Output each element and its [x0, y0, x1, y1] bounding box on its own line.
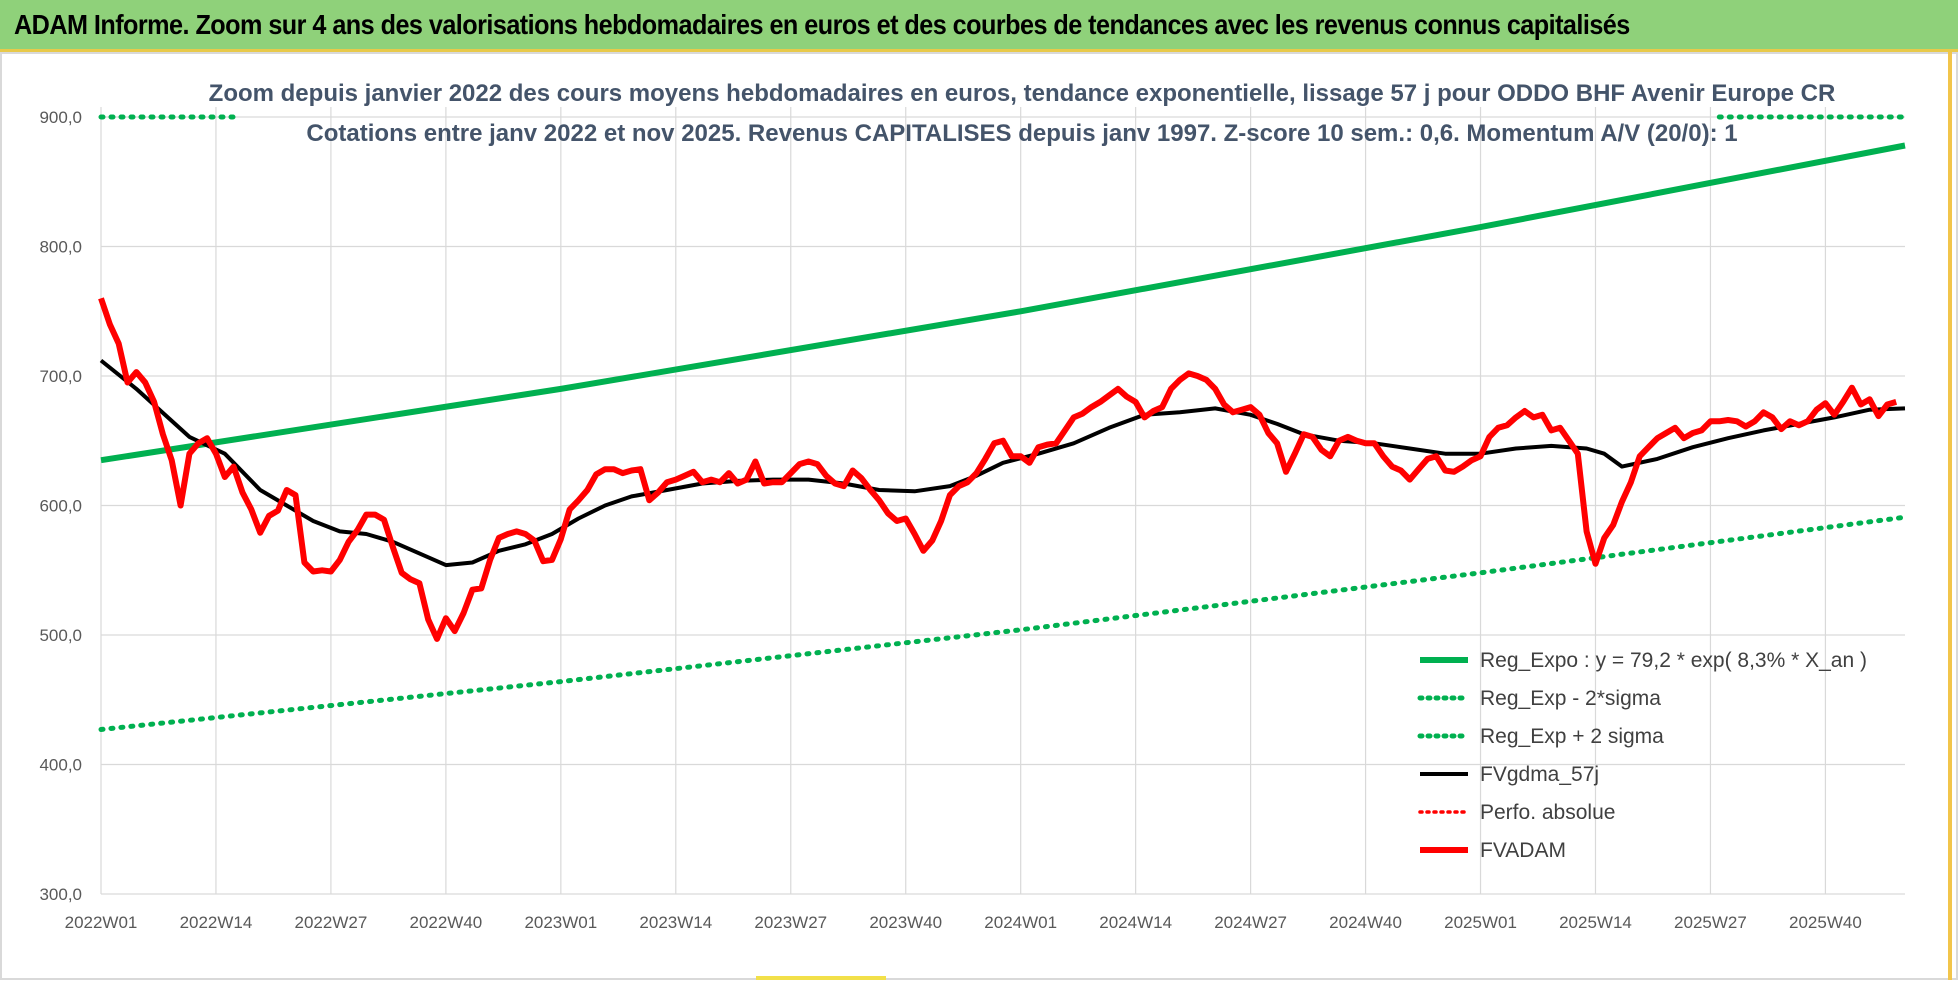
y-tick-label: 600,0: [39, 497, 82, 516]
x-tick-label: 2025W27: [1674, 913, 1747, 932]
x-tick-label: 2025W14: [1559, 913, 1632, 932]
legend-label-reg-expo: Reg_Expo : y = 79,2 * exp( 8,3% * X_an ): [1480, 649, 1867, 672]
y-tick-label: 500,0: [39, 626, 82, 645]
x-tick-label: 2025W01: [1444, 913, 1517, 932]
y-axis-tick-labels: 300,0 400,0 500,0 600,0 700,0 800,0 900,0: [39, 108, 82, 904]
x-tick-label: 2024W27: [1214, 913, 1287, 932]
y-tick-label: 400,0: [39, 756, 82, 775]
x-tick-label: 2022W27: [295, 913, 368, 932]
report-title: ADAM Informe. Zoom sur 4 ans des valoris…: [14, 9, 1630, 40]
x-tick-label: 2022W14: [180, 913, 253, 932]
bottom-border-accent: [756, 976, 886, 980]
x-tick-label: 2024W01: [984, 913, 1057, 932]
x-tick-label: 2023W40: [869, 913, 942, 932]
series-line-reg-expo-y-79-2-exp-8-3-x-an: [100, 142, 1906, 464]
x-tick-label: 2025W40: [1789, 913, 1862, 932]
x-tick-label: 2023W01: [524, 913, 597, 932]
y-tick-label: 900,0: [39, 108, 82, 127]
y-tick-label: 700,0: [39, 367, 82, 386]
chart-area: [0, 52, 1958, 980]
series-line-reg-exp-2-sigma: [98, 514, 1908, 732]
series-line-fvadam: [98, 297, 1898, 642]
legend-label-reg-exp-plus: Reg_Exp + 2 sigma: [1480, 725, 1664, 748]
legend-label-reg-exp-minus: Reg_Exp - 2*sigma: [1480, 687, 1661, 710]
y-tick-label: 800,0: [39, 238, 82, 257]
legend-label-perfo-absolue: Perfo. absolue: [1480, 801, 1615, 824]
y-tick-label: 300,0: [39, 885, 82, 904]
right-border-accent: [1948, 52, 1952, 980]
x-tick-label: 2024W40: [1329, 913, 1402, 932]
x-tick-label: 2022W40: [409, 913, 482, 932]
x-tick-label: 2022W01: [65, 913, 138, 932]
legend: Reg_Expo : y = 79,2 * exp( 8,3% * X_an )…: [1417, 649, 1867, 862]
x-tick-label: 2023W27: [754, 913, 827, 932]
legend-label-fvgdma: FVgdma_57j: [1480, 763, 1599, 786]
report-header: ADAM Informe. Zoom sur 4 ans des valoris…: [0, 0, 1958, 52]
chart-title-line-2: Cotations entre janv 2022 et nov 2025. R…: [306, 120, 1737, 147]
chart-title-line-1: Zoom depuis janvier 2022 des cours moyen…: [209, 80, 1836, 107]
x-tick-label: 2023W14: [639, 913, 712, 932]
x-tick-label: 2024W14: [1099, 913, 1172, 932]
series-lines: [98, 114, 1908, 732]
legend-label-fvadam: FVADAM: [1480, 839, 1566, 862]
x-axis-tick-labels: 2022W01 2022W14 2022W27 2022W40 2023W01 2023W…: [65, 913, 1862, 932]
gridlines: [100, 107, 1905, 895]
